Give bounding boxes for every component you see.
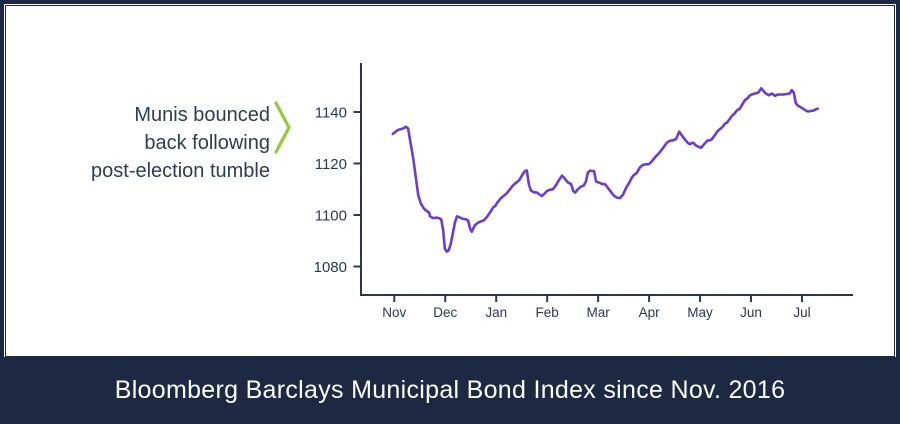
x-tick-label: Mar: [587, 305, 611, 320]
x-tick-label: Jun: [740, 305, 762, 320]
index-line-series: [391, 87, 820, 253]
x-tick-label: Jan: [485, 305, 507, 320]
y-tick-label: 1100: [315, 208, 347, 225]
chevron-right-icon: [274, 101, 291, 154]
x-tick-label: Jul: [793, 305, 810, 320]
chevron-right-stroke: [274, 101, 291, 154]
x-tick-label: Apr: [639, 305, 661, 320]
y-tick-label: 1140: [315, 105, 347, 122]
annotation-line-1: Munis bounced: [134, 104, 270, 126]
footer-title-band: Bloomberg Barclays Municipal Bond Index …: [0, 357, 900, 424]
y-tick-label: 1120: [315, 156, 347, 173]
annotation-line-2: back following: [144, 132, 270, 154]
y-tick-label: 1080: [314, 259, 347, 276]
x-tick-label: Feb: [536, 305, 559, 320]
chart-title: Bloomberg Barclays Municipal Bond Index …: [114, 376, 786, 404]
x-tick-label: Dec: [433, 305, 457, 320]
x-tick-label: Nov: [382, 305, 406, 320]
annotation-line-3: post-election tumble: [91, 160, 270, 182]
annotation-callout: Munis bounced back following post-electi…: [38, 101, 270, 185]
x-tick-label: May: [687, 305, 713, 320]
